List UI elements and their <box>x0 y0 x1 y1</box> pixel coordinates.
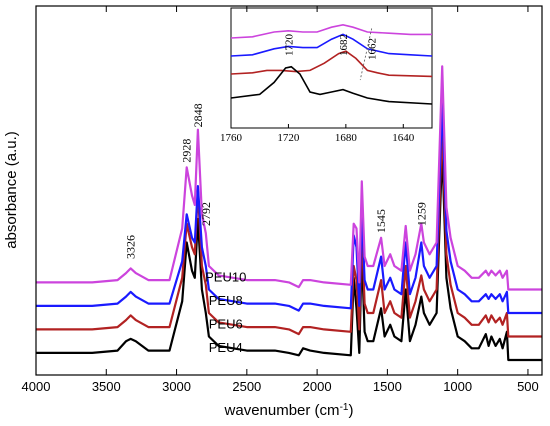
inset-line-peu10 <box>230 23 432 39</box>
series-line-peu8 <box>36 100 542 315</box>
peak-label-2792: 2792 <box>199 202 213 226</box>
x-tick-label-3000: 3000 <box>162 379 191 394</box>
plot-frame <box>35 5 543 376</box>
peak-label-1259: 1259 <box>414 202 428 226</box>
series-label-peu4: PEU4 <box>209 340 243 355</box>
inset-tick-label-1680: 1680 <box>335 132 358 144</box>
inset-line-peu8 <box>230 33 433 57</box>
y-axis-title: absorbance (a.u.) <box>3 131 20 249</box>
inset-chart: 1760 1720 1680 1640 1720 1682 1662 <box>220 7 433 144</box>
peak-label-1545: 1545 <box>374 209 388 233</box>
inset-tick-label-1640: 1640 <box>392 132 415 144</box>
series-label-peu8: PEU8 <box>209 293 243 308</box>
series-line-peu10 <box>36 65 542 291</box>
series-line-peu4 <box>36 147 542 362</box>
x-tick-label-500: 500 <box>517 379 539 394</box>
x-tick-label-1500: 1500 <box>373 379 402 394</box>
peak-label-3326: 3326 <box>124 235 138 259</box>
inset-peak-label-1720: 1720 <box>283 34 295 57</box>
inset-tick-label-1720: 1720 <box>277 132 300 144</box>
series-labels-group: PEU4 PEU6 PEU8 PEU10 <box>205 270 246 356</box>
x-tick-label-4000: 4000 <box>22 379 51 394</box>
series-label-peu10: PEU10 <box>205 270 246 285</box>
peak-labels-group: 3326 2928 2848 2792 1545 1259 <box>124 103 429 259</box>
x-tick-label-1000: 1000 <box>443 379 472 394</box>
inset-peak-label-1682: 1682 <box>338 34 350 56</box>
x-axis-title: wavenumber (cm-1) <box>224 402 354 420</box>
x-axis-ticks: 4000 3500 3000 2500 2000 1500 1000 500 <box>22 6 539 394</box>
x-tick-label-2000: 2000 <box>303 379 332 394</box>
main-series-group <box>36 65 542 362</box>
inset-tick-label-1760: 1760 <box>220 132 243 144</box>
inset-peak-label-1662: 1662 <box>367 38 379 60</box>
x-tick-label-2500: 2500 <box>232 379 261 394</box>
series-line-peu6 <box>36 123 542 338</box>
inset-line-peu4 <box>230 65 433 105</box>
x-tick-label-3500: 3500 <box>92 379 121 394</box>
peak-label-2848: 2848 <box>191 103 205 127</box>
inset-frame <box>230 7 433 129</box>
inset-guide-line <box>359 28 373 81</box>
series-label-peu6: PEU6 <box>209 317 243 332</box>
inset-line-peu6 <box>230 50 433 78</box>
peak-label-2928: 2928 <box>180 139 194 163</box>
